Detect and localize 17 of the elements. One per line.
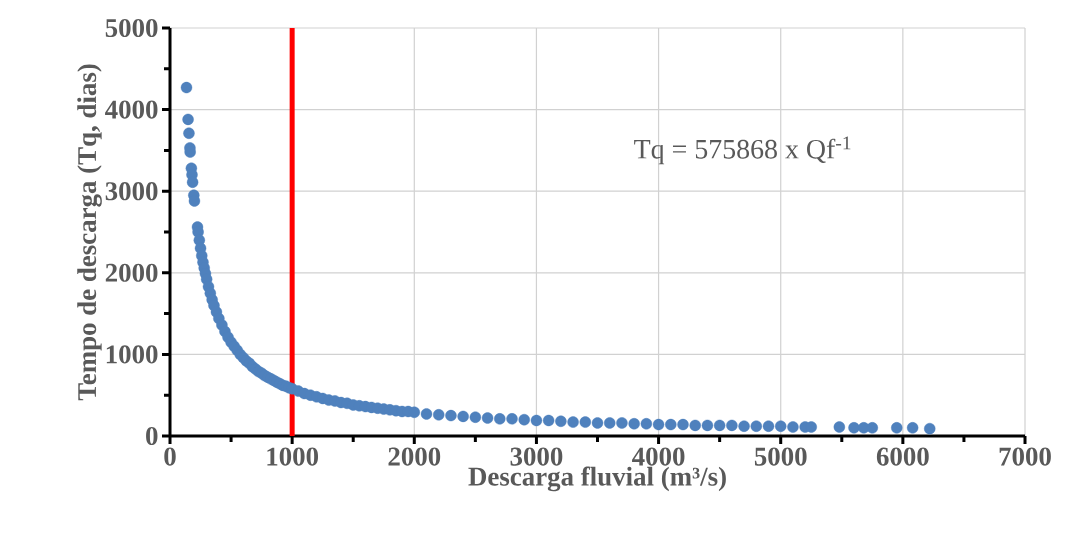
- x-tick-label: 0: [164, 447, 176, 466]
- y-tick-label: 4000: [105, 100, 158, 119]
- x-tick-label: 3000: [510, 447, 563, 466]
- x-tick-label: 4000: [632, 447, 685, 466]
- x-tick-label: 1000: [267, 447, 319, 466]
- x-tick-label: 6000: [876, 447, 929, 466]
- x-tick-label: 7000: [999, 447, 1051, 466]
- y-tick-label: 3000: [105, 182, 158, 201]
- x-axis-title: Descarga fluvial (m³/s): [468, 466, 726, 492]
- annotation: Tq = 575868 x Qf$^{-1}$: [634, 136, 851, 165]
- y-axis-title: Tempo de descarga (Tq, dias): [77, 64, 102, 401]
- y-tick-label: 2000: [105, 263, 158, 282]
- y-tick-label: 0: [146, 426, 158, 446]
- x-tick-label: 2000: [388, 447, 441, 466]
- y-tick-label: 5000: [105, 18, 158, 38]
- x-tick-label: 5000: [754, 447, 807, 466]
- y-tick-label: 1000: [106, 345, 158, 364]
